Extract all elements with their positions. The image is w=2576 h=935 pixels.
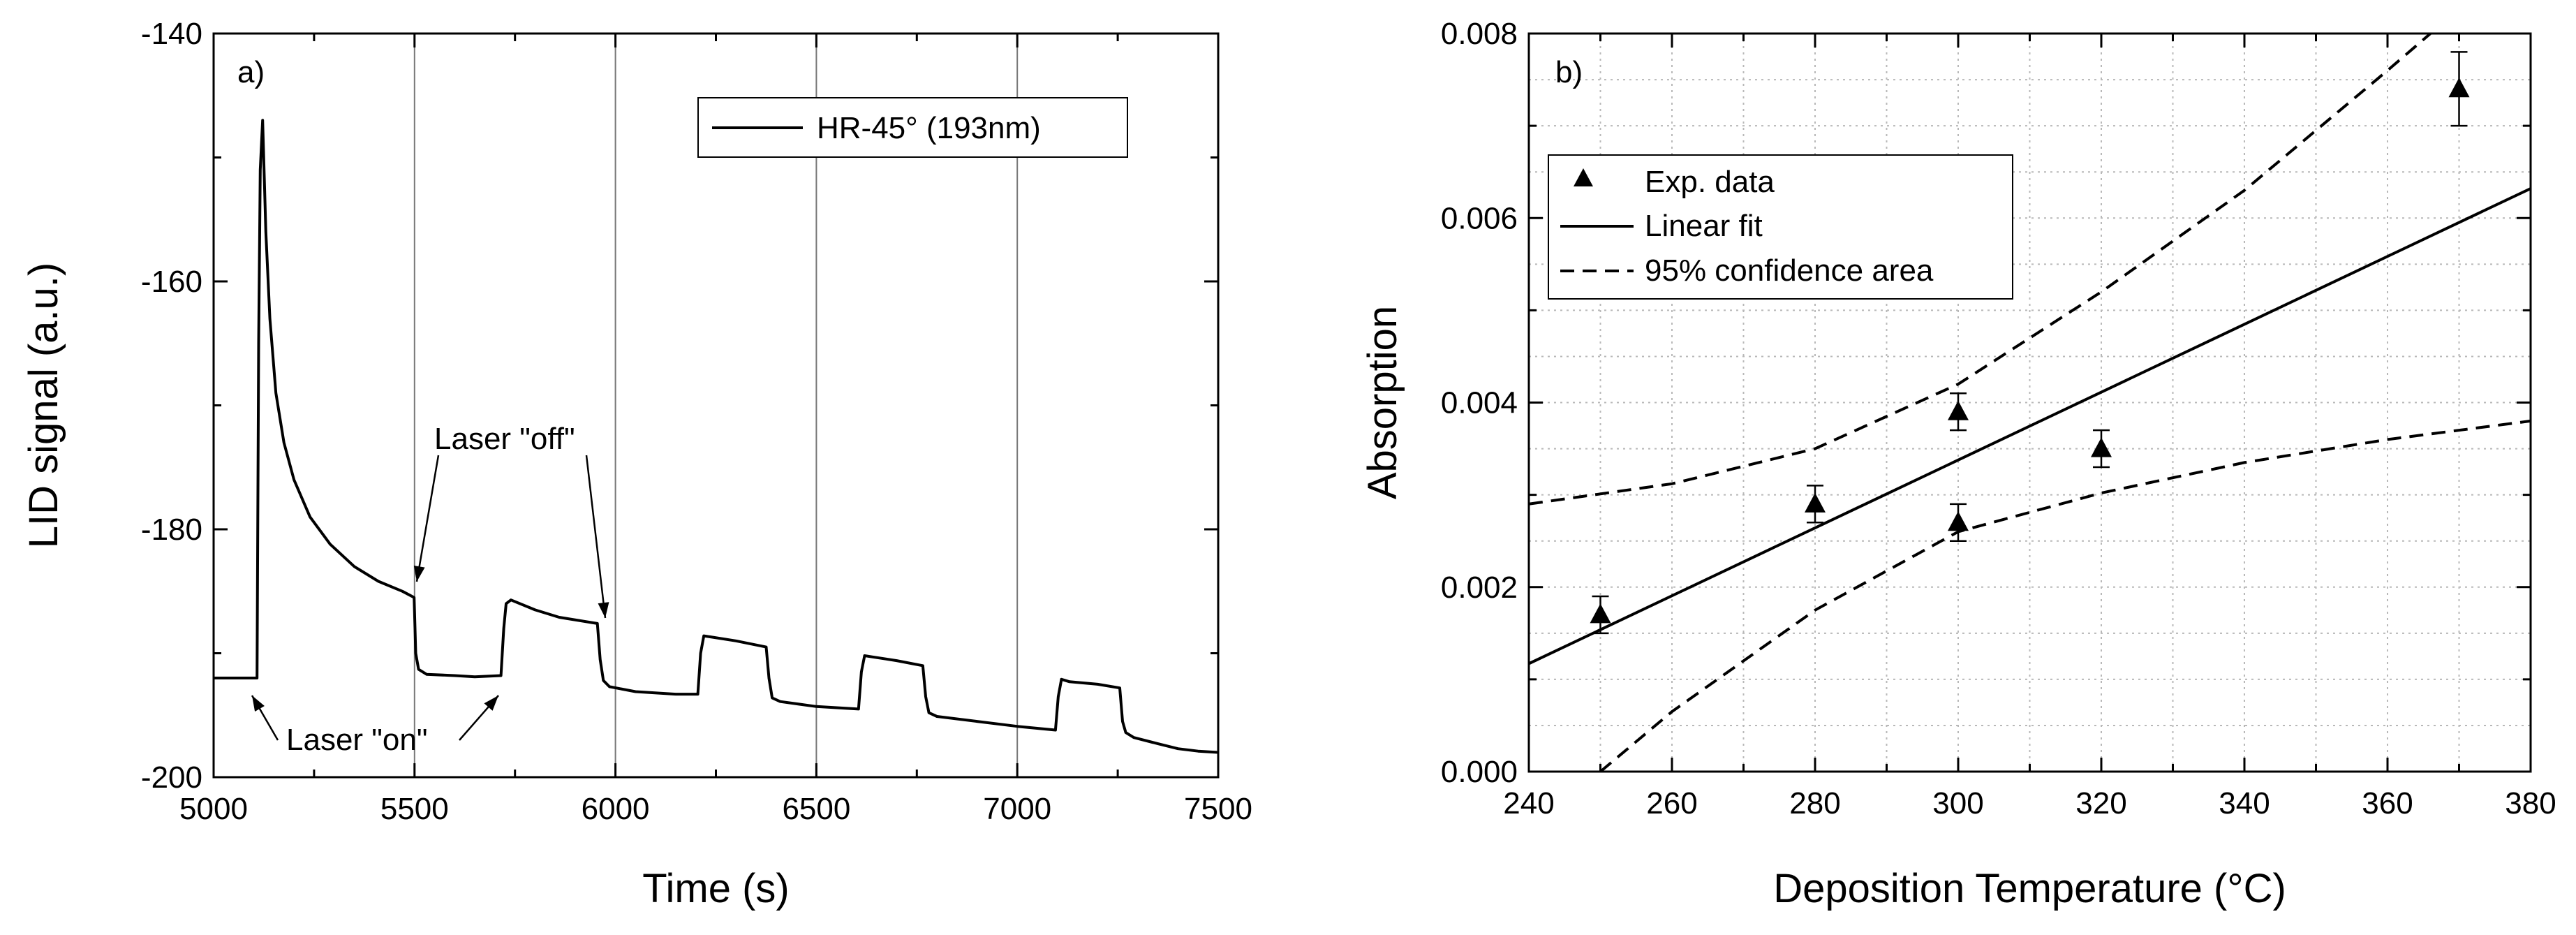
panel-a-legend: HR-45° (193nm) bbox=[697, 97, 1128, 158]
legend-triangle-marker-icon bbox=[1574, 168, 1593, 186]
triangle-marker bbox=[2448, 78, 2470, 98]
panel-b-data-points bbox=[1590, 51, 2470, 635]
x-tick-label: 340 bbox=[2219, 786, 2270, 820]
data-point bbox=[2091, 429, 2112, 469]
arrow-laser-off-2 bbox=[585, 455, 609, 619]
arrow-laser-off-2-shaft bbox=[585, 455, 607, 619]
panel-b-plot-frame bbox=[1527, 32, 2532, 773]
panel-a-x-axis-title: Time (s) bbox=[642, 866, 789, 911]
panel-a-legend-entry: HR-45° (193nm) bbox=[817, 111, 1041, 145]
y-tick-label: 0.002 bbox=[1441, 570, 1518, 605]
panel-a-label: a) bbox=[237, 55, 265, 89]
triangle-marker bbox=[1948, 511, 1969, 531]
x-tick-label: 6500 bbox=[782, 792, 850, 826]
panel-b-x-axis-title: Deposition Temperature (°C) bbox=[1773, 866, 2286, 911]
annotation-laser-off: Laser "off" bbox=[434, 422, 575, 456]
panel-b-tick-labels: 240 260 280 300 320 340 360 380 0.000 0.002 0.004 0… bbox=[1441, 17, 2556, 820]
panel-b-legend: Exp. data Linear fit 95% confidence area bbox=[1548, 154, 2013, 300]
data-point bbox=[2448, 51, 2470, 127]
y-tick-label: 0.008 bbox=[1441, 17, 1518, 51]
x-tick-label: 240 bbox=[1503, 786, 1554, 820]
y-tick-label: -140 bbox=[141, 17, 202, 51]
data-point bbox=[1948, 392, 1969, 432]
panel-b-chart: 240 260 280 300 320 340 360 380 0.000 0.002 0.004 0… bbox=[1360, 17, 2556, 911]
data-point bbox=[1805, 485, 1826, 524]
y-tick-label: 0.004 bbox=[1441, 386, 1518, 420]
arrow-laser-on-2-head bbox=[484, 695, 498, 711]
x-tick-label: 380 bbox=[2505, 786, 2556, 820]
arrow-laser-off-2-head bbox=[598, 602, 609, 618]
annotation-arrows bbox=[251, 455, 609, 741]
y-tick-label: -180 bbox=[141, 513, 202, 547]
panel-a-lid-signal-line bbox=[214, 119, 1219, 754]
arrow-laser-on-1 bbox=[251, 695, 279, 741]
x-tick-label: 7500 bbox=[1184, 792, 1252, 826]
triangle-marker bbox=[2091, 437, 2112, 457]
arrow-laser-off-1-head bbox=[413, 565, 425, 582]
x-tick-label: 5500 bbox=[380, 792, 449, 826]
arrow-laser-off-1 bbox=[413, 455, 440, 582]
y-tick-label: 0.006 bbox=[1441, 201, 1518, 235]
panel-b-confidence-upper-line bbox=[1529, 34, 2431, 506]
panel-b-y-axis-title: Absorption bbox=[1360, 306, 1405, 499]
panel-b-label: b) bbox=[1555, 55, 1583, 89]
y-tick-label: -200 bbox=[141, 760, 202, 795]
legend-entry-linear-fit: Linear fit bbox=[1645, 209, 1763, 243]
triangle-marker bbox=[1805, 492, 1826, 513]
triangle-marker bbox=[1948, 400, 1969, 420]
panel-a-y-axis-title: LID signal (a.u.) bbox=[21, 263, 66, 548]
x-tick-label: 260 bbox=[1646, 786, 1697, 820]
x-tick-label: 360 bbox=[2362, 786, 2413, 820]
legend-entry-exp-data: Exp. data bbox=[1645, 165, 1775, 199]
panel-a-axis-ticks bbox=[212, 32, 1220, 779]
arrow-laser-on-2 bbox=[459, 695, 499, 741]
y-tick-label: 0.000 bbox=[1441, 755, 1518, 789]
panel-a-annotations: Laser "off" Laser "on" bbox=[251, 422, 609, 757]
panel-b-linear-fit-line bbox=[1529, 187, 2531, 665]
arrow-laser-on-1-head bbox=[252, 695, 265, 712]
y-tick-label: -160 bbox=[141, 265, 202, 299]
panel-b-gridlines bbox=[1529, 34, 2531, 772]
data-point bbox=[1948, 503, 1969, 542]
legend-entry-confidence-area: 95% confidence area bbox=[1645, 253, 1934, 288]
x-tick-label: 7000 bbox=[983, 792, 1051, 826]
x-tick-label: 5000 bbox=[179, 792, 248, 826]
annotation-laser-on: Laser "on" bbox=[286, 723, 427, 757]
panel-b-confidence-lower-line bbox=[1599, 419, 2531, 772]
data-point bbox=[1590, 595, 1611, 635]
panel-b-axis-ticks bbox=[1527, 32, 2532, 773]
arrow-laser-off-1-shaft bbox=[415, 455, 440, 582]
x-tick-label: 320 bbox=[2075, 786, 2126, 820]
panel-a-chart: 5000 5500 6000 6500 7000 7500 -200 -180 -160 -140… bbox=[21, 17, 1252, 911]
x-tick-label: 6000 bbox=[582, 792, 650, 826]
triangle-marker bbox=[1590, 603, 1611, 624]
panel-a-tick-labels: 5000 5500 6000 6500 7000 7500 -200 -180 -160 -140 bbox=[141, 17, 1252, 826]
x-tick-label: 300 bbox=[1932, 786, 1983, 820]
x-tick-label: 280 bbox=[1789, 786, 1840, 820]
